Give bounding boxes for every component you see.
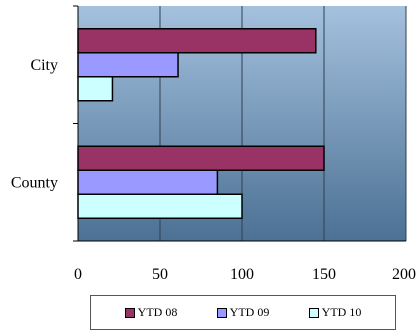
bars <box>77 28 325 219</box>
legend-item: YTD 09 <box>216 305 270 320</box>
legend-label: YTD 08 <box>137 305 178 319</box>
legend-item: YTD 10 <box>308 305 362 320</box>
legend: YTD 08 YTD 09 YTD 10 <box>90 295 396 330</box>
bar-ytd09-city <box>77 52 179 78</box>
axes <box>73 5 406 242</box>
legend-swatch-ytd10 <box>308 307 319 318</box>
bar-ytd09-county <box>77 169 219 195</box>
x-tick-label: 150 <box>312 266 336 283</box>
x-tick-label: 50 <box>152 266 168 283</box>
legend-item: YTD 08 <box>124 305 178 320</box>
x-tick-label: 200 <box>392 266 416 283</box>
legend-swatch-ytd09 <box>216 307 227 318</box>
bar-ytd10-city <box>77 76 114 102</box>
x-tick-label: 0 <box>74 266 82 283</box>
category-label: City <box>30 57 58 74</box>
category-label: County <box>11 174 58 191</box>
tick-labels: 0 50 100 150 200 <box>74 266 416 283</box>
legend-swatch-ytd08 <box>124 307 135 318</box>
legend-label: YTD 09 <box>229 305 270 319</box>
legend-label: YTD 10 <box>321 305 362 319</box>
x-tick-label: 100 <box>230 266 254 283</box>
category-labels: City County <box>11 57 58 192</box>
bar-ytd08-city <box>77 28 317 54</box>
bar-ytd10-county <box>77 193 243 219</box>
bar-ytd08-county <box>77 145 325 171</box>
